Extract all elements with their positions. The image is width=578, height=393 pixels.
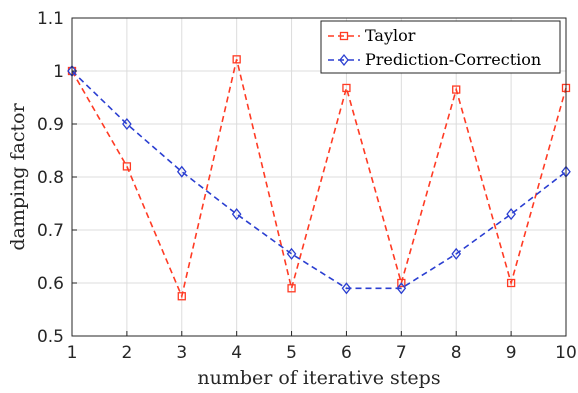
x-tick-label: 6 xyxy=(341,343,352,363)
data-point-prediction-correction xyxy=(122,117,132,131)
x-tick-label: 3 xyxy=(176,343,187,363)
y-tick-label: 0.5 xyxy=(37,327,64,347)
data-point-prediction-correction xyxy=(286,247,297,260)
legend-box xyxy=(320,20,561,74)
y-axis-title: damping factor xyxy=(7,102,29,250)
data-point-prediction-correction xyxy=(396,282,407,295)
ticks: 1 2 3 4 5 6 7 8 9 10 0.5 0.6 0.7 0.8 0.9 1 1.1 xyxy=(37,9,577,363)
data-point-taylor xyxy=(122,162,132,171)
legend-marker-prediction-correction xyxy=(339,53,349,67)
data-point-prediction-correction xyxy=(506,208,516,221)
x-tick-label: 2 xyxy=(121,343,132,363)
data-point-taylor xyxy=(397,278,406,288)
x-tick-label: 8 xyxy=(451,343,462,363)
x-tick-label: 7 xyxy=(396,343,407,363)
data-point-prediction-correction xyxy=(176,165,187,178)
data-point-prediction-correction xyxy=(451,247,462,260)
x-axis-title: number of iterative steps xyxy=(197,367,440,389)
data-point-taylor xyxy=(232,55,241,64)
data-point-taylor xyxy=(506,278,516,288)
data-point-prediction-correction xyxy=(341,282,352,295)
series-line-prediction-correction xyxy=(71,70,567,290)
y-tick-label: 1.1 xyxy=(37,9,64,29)
series-prediction-correction xyxy=(67,64,571,295)
x-tick-label: 5 xyxy=(286,343,297,363)
legend-marker-taylor xyxy=(339,31,349,41)
legend-label-taylor: Taylor xyxy=(365,26,416,45)
data-point-taylor xyxy=(452,85,461,94)
x-tick-label: 1 xyxy=(67,343,78,363)
data-point-prediction-correction xyxy=(231,208,242,221)
legend-label-prediction-correction: Prediction-Correction xyxy=(365,50,541,69)
x-tick-label: 10 xyxy=(555,343,577,363)
series-line-taylor xyxy=(71,59,567,299)
data-point-taylor xyxy=(287,284,296,293)
x-tick-label: 9 xyxy=(506,343,517,363)
x-tick-label: 4 xyxy=(231,343,242,363)
legend: Taylor Prediction-Correction xyxy=(320,20,561,74)
y-tick-label: 0.8 xyxy=(37,168,64,188)
y-tick-label: 0.9 xyxy=(37,115,64,135)
data-point-taylor xyxy=(177,292,186,301)
series-layer xyxy=(67,55,571,301)
y-tick-label: 1 xyxy=(53,62,64,82)
y-tick-label: 0.6 xyxy=(37,274,64,294)
data-point-taylor xyxy=(342,83,351,93)
y-tick-label: 0.7 xyxy=(37,221,64,241)
